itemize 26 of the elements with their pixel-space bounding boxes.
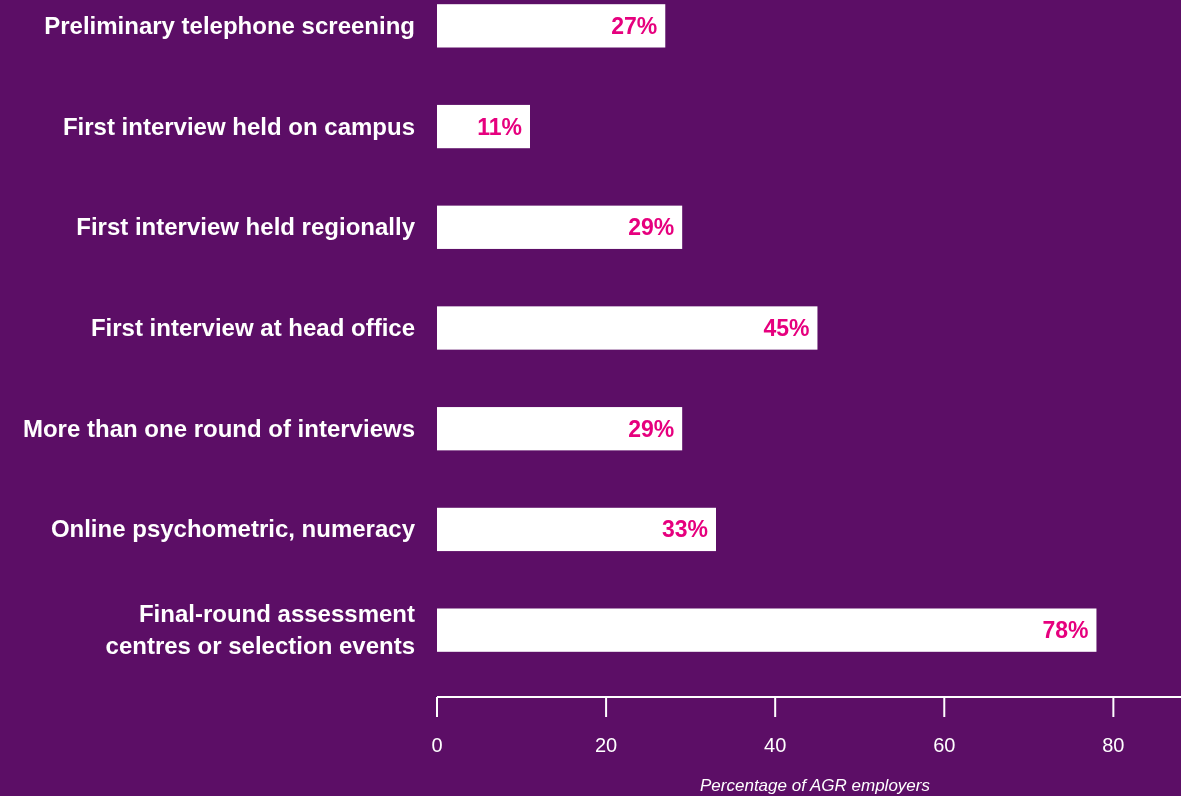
x-tick-label: 40: [764, 734, 787, 756]
y-tick-label: First interview at head office: [90, 314, 415, 341]
x-tick-label: 20: [594, 734, 618, 756]
bar: [437, 507, 716, 552]
bar: [437, 407, 683, 451]
data-label: 33%: [661, 516, 708, 543]
x-tick-label: 60: [933, 734, 956, 756]
bar: [437, 306, 818, 350]
data-label: 11%: [477, 113, 522, 140]
y-tick-label: First interview held on campus: [62, 112, 415, 140]
bar: [437, 205, 683, 249]
y-tick-label: First interview held regionally: [76, 213, 416, 241]
y-tick-label: Online psychometric, numeracy: [50, 515, 416, 543]
data-label: 78%: [1042, 617, 1089, 644]
data-label: 45%: [763, 315, 810, 341]
bar: [437, 4, 666, 48]
x-tick-label: 80: [1102, 734, 1125, 756]
x-axis-title: Percentage of AGR employers: [700, 776, 931, 795]
y-tick-label: Preliminary telephone screening: [44, 11, 415, 39]
bar: [437, 608, 1097, 652]
data-label: 27%: [611, 12, 658, 39]
y-tick-label: Final-round assessment centres or selection events: [105, 600, 415, 660]
data-label: 29%: [628, 415, 675, 442]
data-label: 29%: [628, 214, 675, 241]
y-tick-label: More than one round of interviews: [22, 414, 415, 442]
x-tick-label: 0: [431, 734, 443, 756]
